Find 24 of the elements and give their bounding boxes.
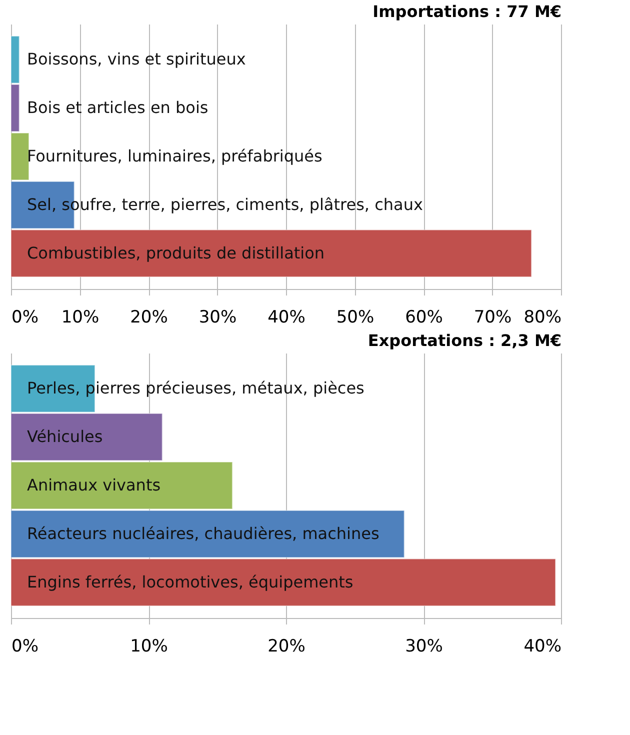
x-tick-label: 40%	[524, 636, 562, 656]
x-tick-label: 40%	[268, 308, 306, 328]
chart-title: Importations : 77 M€	[372, 2, 562, 21]
y-tick-label: Véhicules	[27, 427, 103, 446]
x-tick-label: 10%	[61, 308, 100, 328]
x-tick-label: 10%	[130, 636, 168, 656]
y-tick-label: Animaux vivants	[27, 476, 161, 494]
chart-title: Exportations : 2,3 M€	[368, 331, 562, 350]
x-tick-label: 0%	[12, 636, 38, 656]
y-tick-label: Réacteurs nucléaires, chaudières, machines	[27, 524, 380, 543]
x-tick-label: 50%	[336, 308, 374, 328]
y-tick-label: Fournitures, luminaires, préfabriqués	[27, 146, 322, 166]
y-tick-label: Boissons, vins et spiritueux	[27, 50, 246, 69]
x-tick-label: 80%	[524, 308, 562, 328]
x-tick-label: 30%	[198, 308, 237, 328]
x-tick-label: 20%	[268, 636, 306, 656]
y-tick-label: Combustibles, produits de distillation	[27, 243, 325, 262]
y-tick-label: Engins ferrés, locomotives, équipements	[27, 572, 354, 592]
x-tick-label: 0%	[12, 308, 38, 328]
x-tick-label: 20%	[130, 308, 168, 328]
y-tick-label: Bois et articles en bois	[27, 98, 208, 118]
x-tick-label: 30%	[405, 636, 443, 656]
x-tick-label: 70%	[474, 308, 512, 328]
x-tick-label: 60%	[405, 308, 443, 328]
